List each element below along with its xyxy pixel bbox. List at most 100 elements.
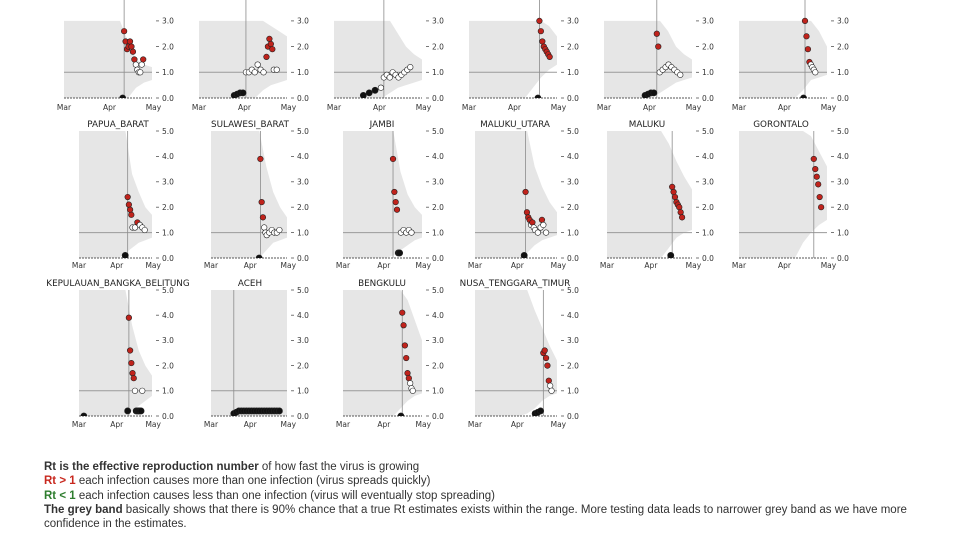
panel-title: BENGKULU [358, 279, 406, 289]
confidence-band [211, 131, 287, 258]
rt-data-point [131, 387, 139, 394]
x-tick-label: Mar [462, 103, 477, 112]
rt-data-point [257, 155, 264, 163]
rt-data-point [124, 407, 132, 415]
rt-data-point [371, 86, 379, 94]
small-multiples-grid: 0.0 1.0 2.0 3.0 Mar Apr May 0.0 1.0 2.0 3.0 Mar Apr M… [46, 0, 849, 429]
rt-data-point [537, 28, 544, 35]
y-tick-label: 5.0 [297, 286, 309, 295]
confidence-band [334, 20, 422, 98]
legend-rt-below-text: each infection causes less than one infe… [75, 489, 495, 502]
rt-data-point [804, 46, 812, 53]
rt-data-point [397, 412, 405, 416]
y-tick-label: 2.0 [432, 203, 444, 212]
legend-line-rt-below-one: Rt < 1 each infection causes less than o… [44, 489, 944, 503]
y-tick-label: 5.0 [432, 127, 444, 136]
x-tick-label: Mar [72, 261, 87, 270]
x-tick-label: May [821, 103, 837, 112]
x-tick-label: Mar [468, 261, 483, 270]
y-tick-label: 3.0 [297, 336, 309, 345]
x-tick-label: May [686, 261, 702, 270]
x-tick-label: Mar [468, 420, 483, 429]
y-tick-label: 3.0 [567, 178, 579, 187]
y-tick-label: 2.0 [567, 361, 579, 370]
x-tick-label: Apr [511, 420, 525, 429]
rt-data-point [671, 193, 679, 201]
x-tick-label: Apr [644, 261, 658, 270]
y-tick-label: 3.0 [567, 17, 579, 26]
x-tick-label: May [281, 103, 297, 112]
x-tick-label: Mar [327, 103, 342, 112]
rt-data-point [678, 214, 686, 221]
x-tick-label: May [145, 420, 161, 429]
y-tick-label: 1.0 [432, 228, 444, 237]
rt-data-point [138, 61, 145, 68]
y-tick-label: 2.0 [837, 203, 849, 212]
legend-rt-above-tag: Rt > 1 [44, 475, 76, 488]
rt-data-point [140, 56, 147, 63]
legend-grey-band-text: basically shows that there is 90% chance… [44, 503, 907, 531]
y-tick-label: 2.0 [432, 42, 444, 51]
y-tick-label: 3.0 [297, 178, 309, 187]
rt-data-point [542, 229, 550, 236]
y-tick-label: 3.0 [162, 178, 174, 187]
x-tick-label: Mar [597, 103, 612, 112]
x-tick-label: May [821, 261, 837, 270]
y-tick-label: 1.0 [162, 68, 174, 77]
legend-line-grey-band: The grey band basically shows that there… [44, 503, 944, 532]
rt-data-point [534, 229, 541, 236]
x-tick-label: Mar [204, 261, 219, 270]
y-tick-label: 5.0 [432, 286, 444, 295]
rt-data-point [269, 46, 276, 53]
rt-data-point [263, 53, 270, 60]
rt-data-point [534, 94, 542, 98]
x-tick-label: May [416, 103, 432, 112]
rt-data-point [260, 69, 267, 76]
x-tick-label: May [145, 261, 161, 270]
x-tick-label: May [416, 420, 432, 429]
x-tick-label: Apr [511, 261, 525, 270]
y-tick-label: 0.0 [432, 94, 444, 103]
panel-title: NUSA_TENGGARA_TIMUR [460, 279, 571, 289]
y-tick-label: 3.0 [297, 17, 309, 26]
rt-data-point [653, 30, 660, 37]
x-tick-label: Mar [57, 103, 72, 112]
rt-data-point [267, 40, 274, 48]
y-tick-label: 1.0 [297, 228, 309, 237]
y-tick-label: 3.0 [162, 336, 174, 345]
region-chart-panel: 0.0 1.0 2.0 3.0 Mar Apr May [192, 0, 309, 112]
confidence-band [475, 290, 557, 416]
rt-data-point [818, 204, 825, 211]
y-tick-label: 3.0 [567, 336, 579, 345]
panel-title: JAMBI [369, 120, 395, 130]
rt-data-point [386, 74, 393, 81]
legend-line-rt-definition: Rt is the effective reproduction number … [44, 460, 944, 474]
y-tick-label: 5.0 [837, 127, 849, 136]
y-tick-label: 1.0 [837, 228, 849, 237]
y-tick-label: 4.0 [432, 311, 444, 320]
rt-data-point [815, 181, 822, 188]
y-tick-label: 3.0 [702, 178, 714, 187]
rt-data-point [393, 206, 401, 213]
panel-title: ACEH [238, 279, 262, 289]
rt-data-point [259, 214, 267, 221]
y-tick-label: 4.0 [297, 152, 309, 161]
rt-data-point [266, 35, 273, 42]
x-tick-label: Mar [732, 261, 747, 270]
rt-data-point [128, 359, 135, 367]
y-tick-label: 1.0 [432, 387, 444, 396]
rt-data-point [255, 254, 263, 258]
rt-data-point [541, 347, 548, 354]
region-chart-panel: 0.0 1.0 2.0 3.0 Mar Apr May [57, 0, 174, 112]
rt-data-point [121, 28, 128, 35]
y-tick-label: 3.0 [432, 178, 444, 187]
region-chart-panel: 0.0 1.0 2.0 3.0 4.0 5.0 Mar Apr May PAPUA_BARAT [72, 120, 174, 270]
rt-data-point [547, 382, 554, 389]
y-tick-label: 0.0 [567, 412, 579, 421]
x-tick-label: Apr [778, 103, 792, 112]
y-tick-label: 5.0 [162, 286, 174, 295]
y-tick-label: 1.0 [432, 68, 444, 77]
rt-data-point [131, 224, 139, 231]
rt-data-point [520, 252, 528, 258]
